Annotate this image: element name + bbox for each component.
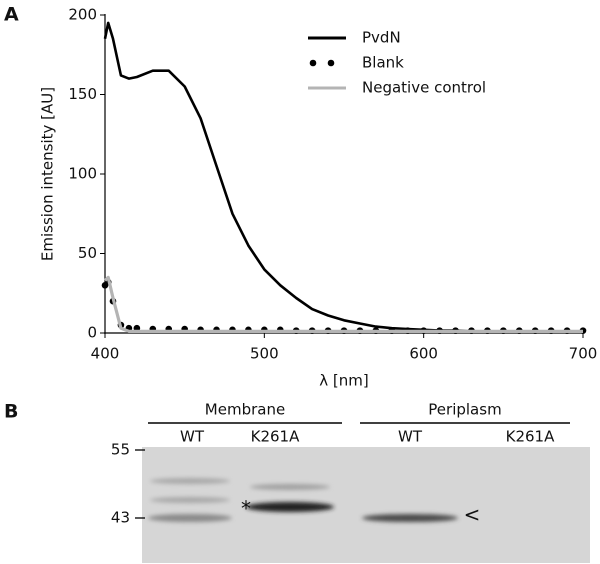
lane-label: WT (398, 428, 423, 446)
x-axis-label: λ [nm] (319, 372, 368, 390)
group-label: Periplasm (428, 401, 501, 419)
band (150, 497, 230, 503)
annotation: < (464, 503, 481, 527)
y-tick-label: 0 (87, 324, 97, 342)
annotation: * (241, 497, 251, 521)
y-tick-label: 50 (78, 244, 97, 262)
panel-label: A (4, 4, 19, 26)
marker-label: 43 (111, 509, 130, 527)
legend-symbol (309, 59, 317, 67)
lane-label: K261A (506, 428, 555, 446)
lane-label: K261A (251, 428, 300, 446)
band (150, 478, 230, 484)
band (250, 484, 330, 490)
y-tick-label: 100 (68, 165, 97, 183)
group-label: Membrane (205, 401, 285, 419)
legend-label: Negative control (362, 79, 486, 97)
marker-label: 55 (111, 441, 130, 459)
lane-label: WT (180, 428, 205, 446)
y-tick-label: 150 (68, 85, 97, 103)
legend-label: Blank (362, 54, 404, 72)
panel-label: B (4, 401, 18, 423)
x-tick-label: 600 (409, 345, 438, 363)
data-line (103, 275, 583, 333)
blot-image (142, 447, 590, 563)
band (362, 514, 458, 522)
legend-symbol (327, 59, 335, 67)
band (246, 502, 334, 512)
x-tick-label: 400 (91, 345, 120, 363)
band (148, 514, 232, 522)
x-tick-label: 500 (250, 345, 279, 363)
bands (148, 478, 458, 522)
legend-label: PvdN (362, 29, 401, 47)
y-tick-label: 200 (68, 6, 97, 24)
x-tick-label: 700 (569, 345, 598, 363)
y-axis-label: Emission intensity [AU] (39, 87, 57, 261)
data-line (103, 21, 583, 333)
